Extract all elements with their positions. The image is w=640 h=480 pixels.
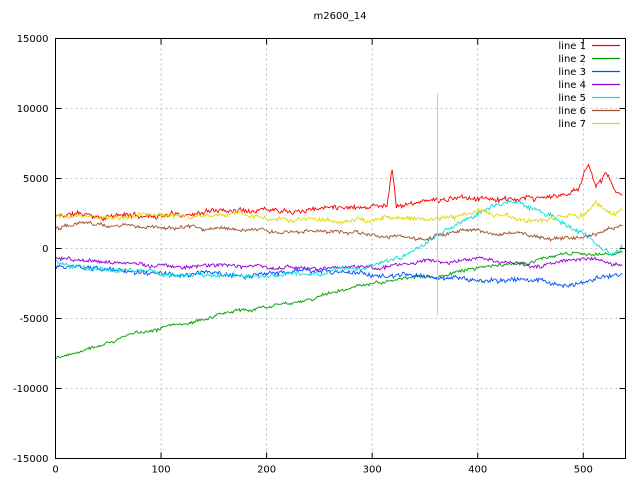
series-line-6 <box>55 220 623 242</box>
series-line-7 <box>55 199 623 225</box>
y-tick-label: -10000 <box>13 384 48 395</box>
x-tick-label: 200 <box>257 465 276 476</box>
y-tick-label: 0 <box>42 244 48 255</box>
series-line-1 <box>55 163 623 222</box>
legend-label-line-7: line 7 <box>558 119 586 130</box>
x-tick-label: 500 <box>574 465 593 476</box>
y-tick-label: -5000 <box>19 314 48 325</box>
y-tick-label: 15000 <box>17 34 49 45</box>
x-tick-label: 0 <box>52 465 58 476</box>
y-tick-label: -15000 <box>13 454 48 465</box>
series-line-3 <box>55 264 623 289</box>
y-tick-label: 5000 <box>23 174 48 185</box>
y-tick-label: 10000 <box>17 104 49 115</box>
x-tick-label: 300 <box>363 465 382 476</box>
legend-label-line-4: line 4 <box>558 80 586 91</box>
series-line-5 <box>55 199 623 281</box>
series-line-2 <box>55 250 623 359</box>
legend-label-line-6: line 6 <box>558 106 586 117</box>
legend-label-line-2: line 2 <box>558 54 586 65</box>
legend-label-line-3: line 3 <box>558 67 586 78</box>
legend-label-line-5: line 5 <box>558 93 586 104</box>
x-tick-label: 100 <box>152 465 171 476</box>
x-tick-label: 400 <box>468 465 487 476</box>
chart-title: m2600_14 <box>314 11 367 22</box>
legend-label-line-1: line 1 <box>558 41 586 52</box>
